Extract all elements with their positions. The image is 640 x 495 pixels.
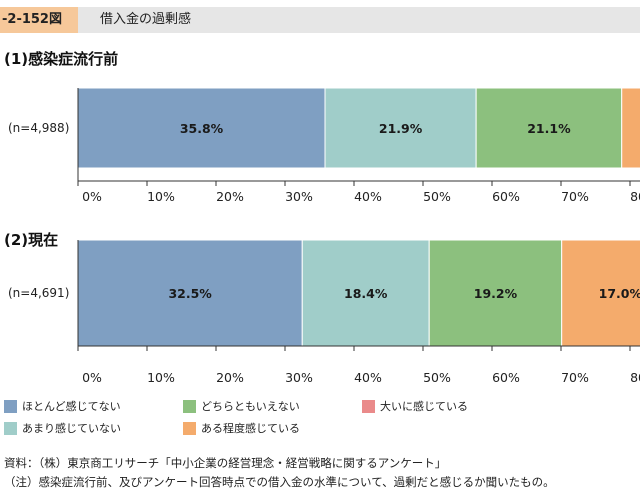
- x-tick-label: 40%: [354, 189, 382, 204]
- legend-item: ある程度感じている: [183, 420, 300, 436]
- x-tick-label: 20%: [216, 189, 244, 204]
- legend-label: どちらともいえない: [201, 400, 300, 413]
- x-tick-label: 80%: [630, 189, 640, 204]
- category-label: (n=4,988): [8, 121, 69, 135]
- legend-swatch: [4, 399, 17, 413]
- category-label: (n=4,691): [8, 286, 69, 300]
- x-tick-label: 0%: [82, 189, 102, 204]
- legend-swatch: [183, 399, 196, 413]
- data-label: 18.4%: [344, 286, 388, 301]
- data-label: 35.8%: [180, 121, 224, 136]
- legend-item: あまり感じていない: [4, 420, 121, 436]
- legend-swatch: [362, 399, 375, 413]
- figure-number: -2-152図: [0, 7, 78, 33]
- x-tick-label: 30%: [285, 189, 313, 204]
- legend-item: 大いに感じている: [362, 398, 468, 414]
- legend-item: ほとんど感じてない: [4, 398, 121, 414]
- bar-segment: [428, 239, 563, 347]
- legend-swatch: [183, 421, 196, 435]
- x-tick-label: 50%: [423, 370, 451, 385]
- x-tick-label: 0%: [82, 370, 102, 385]
- data-label: 17.0%: [599, 286, 640, 301]
- x-tick-label: 40%: [354, 370, 382, 385]
- data-label: 19.2%: [474, 286, 518, 301]
- figure-title: 借入金の過剰感: [100, 12, 192, 27]
- x-tick-label: 70%: [561, 189, 589, 204]
- data-label: 32.5%: [168, 286, 212, 301]
- legend-label: ある程度感じている: [201, 422, 300, 435]
- x-tick-label: 60%: [492, 370, 520, 385]
- chart-2-title: (2)現在: [4, 231, 59, 249]
- x-tick-label: 20%: [216, 370, 244, 385]
- bar-segment: [621, 87, 640, 169]
- x-tick-label: 50%: [423, 189, 451, 204]
- bar-segment: [77, 239, 303, 347]
- data-label: 21.9%: [379, 121, 423, 136]
- figure-header: -2-152図 借入金の過剰感: [0, 7, 640, 33]
- source-note: 資料：（株）東京商工リサーチ「中小企業の経営理念・経営戦略に関するアンケート」: [4, 456, 447, 470]
- legend-swatch: [4, 421, 17, 435]
- legend-label: あまり感じていない: [22, 422, 121, 435]
- x-tick-label: 10%: [147, 189, 175, 204]
- x-tick-label: 30%: [285, 370, 313, 385]
- x-tick-label: 70%: [561, 370, 589, 385]
- bar-segment: [324, 87, 477, 169]
- x-tick-label: 60%: [492, 189, 520, 204]
- x-tick-label: 10%: [147, 370, 175, 385]
- footnote: （注）感染症流行前、及びアンケート回答時点での借入金の水準について、過剰だと感じ…: [4, 475, 555, 489]
- x-tick-label: 80%: [630, 370, 640, 385]
- bar-segment: [561, 239, 640, 347]
- legend-label: ほとんど感じてない: [22, 400, 121, 413]
- data-label: 21.1%: [527, 121, 571, 136]
- chart-1-title: (1)感染症流行前: [4, 50, 119, 68]
- legend-item: どちらともいえない: [183, 398, 300, 414]
- bar-segment: [475, 87, 623, 169]
- legend-label: 大いに感じている: [380, 400, 468, 413]
